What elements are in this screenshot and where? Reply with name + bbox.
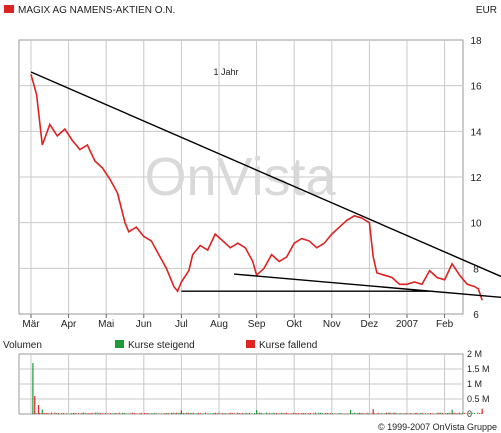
- currency-label: EUR: [476, 5, 497, 16]
- x-tick-label: Aug: [210, 319, 228, 330]
- x-tick-label: Sep: [248, 319, 266, 330]
- x-tick-label: Feb: [436, 319, 454, 330]
- y-tick-label: 14: [470, 127, 482, 138]
- volume-tick-label: 1.5 M: [467, 364, 490, 374]
- volume-tick-label: 1 M: [467, 379, 482, 389]
- falling-legend-icon: [246, 340, 255, 348]
- x-tick-label: Nov: [323, 319, 341, 330]
- copyright: © 1999-2007 OnVista Gruppe: [378, 422, 497, 432]
- y-tick-label: 6: [473, 310, 479, 321]
- falling-legend-label: Kurse fallend: [259, 340, 317, 351]
- x-tick-label: Jul: [175, 319, 188, 330]
- volume-tick-label: 2 M: [467, 349, 482, 359]
- x-tick-label: Mär: [22, 319, 40, 330]
- y-tick-label: 16: [470, 82, 482, 93]
- rising-legend-label: Kurse steigend: [128, 340, 195, 351]
- rising-legend-icon: [115, 340, 124, 348]
- price-y-axis: 6 8 10 12 14 16 18: [470, 36, 482, 321]
- volume-y-axis: 00.5 M1 M1.5 M2 M: [467, 349, 490, 419]
- series-marker-icon: [4, 5, 14, 13]
- watermark: OnVista: [144, 147, 336, 207]
- volume-bars: [32, 363, 483, 414]
- y-tick-label: 12: [470, 173, 482, 184]
- trend-line: [30, 71, 501, 278]
- price-x-axis: Mär Apr Mai Jun Jul Aug Sep Okt Nov Dez 2007 Feb: [22, 314, 454, 330]
- volume-grid: [19, 354, 463, 414]
- price-line: [30, 74, 483, 301]
- trend-line: [233, 273, 501, 299]
- y-tick-label: 18: [470, 36, 482, 47]
- x-tick-label: Okt: [286, 319, 302, 330]
- y-tick-label: 8: [473, 264, 479, 275]
- x-tick-label: Dez: [361, 319, 379, 330]
- chart-title: MAGIX AG NAMENS-AKTIEN O.N.: [18, 5, 175, 16]
- y-tick-label: 10: [470, 219, 482, 230]
- x-tick-label: Mai: [98, 319, 114, 330]
- volume-title: Volumen: [3, 340, 42, 351]
- volume-tick-label: 0.5 M: [467, 394, 490, 404]
- x-tick-label: 2007: [396, 319, 419, 330]
- x-tick-label: Apr: [61, 319, 77, 330]
- x-tick-label: Jun: [136, 319, 152, 330]
- price-grid: [19, 40, 463, 314]
- trend-lines: [30, 71, 501, 299]
- period-label: 1 Jahr: [213, 67, 238, 77]
